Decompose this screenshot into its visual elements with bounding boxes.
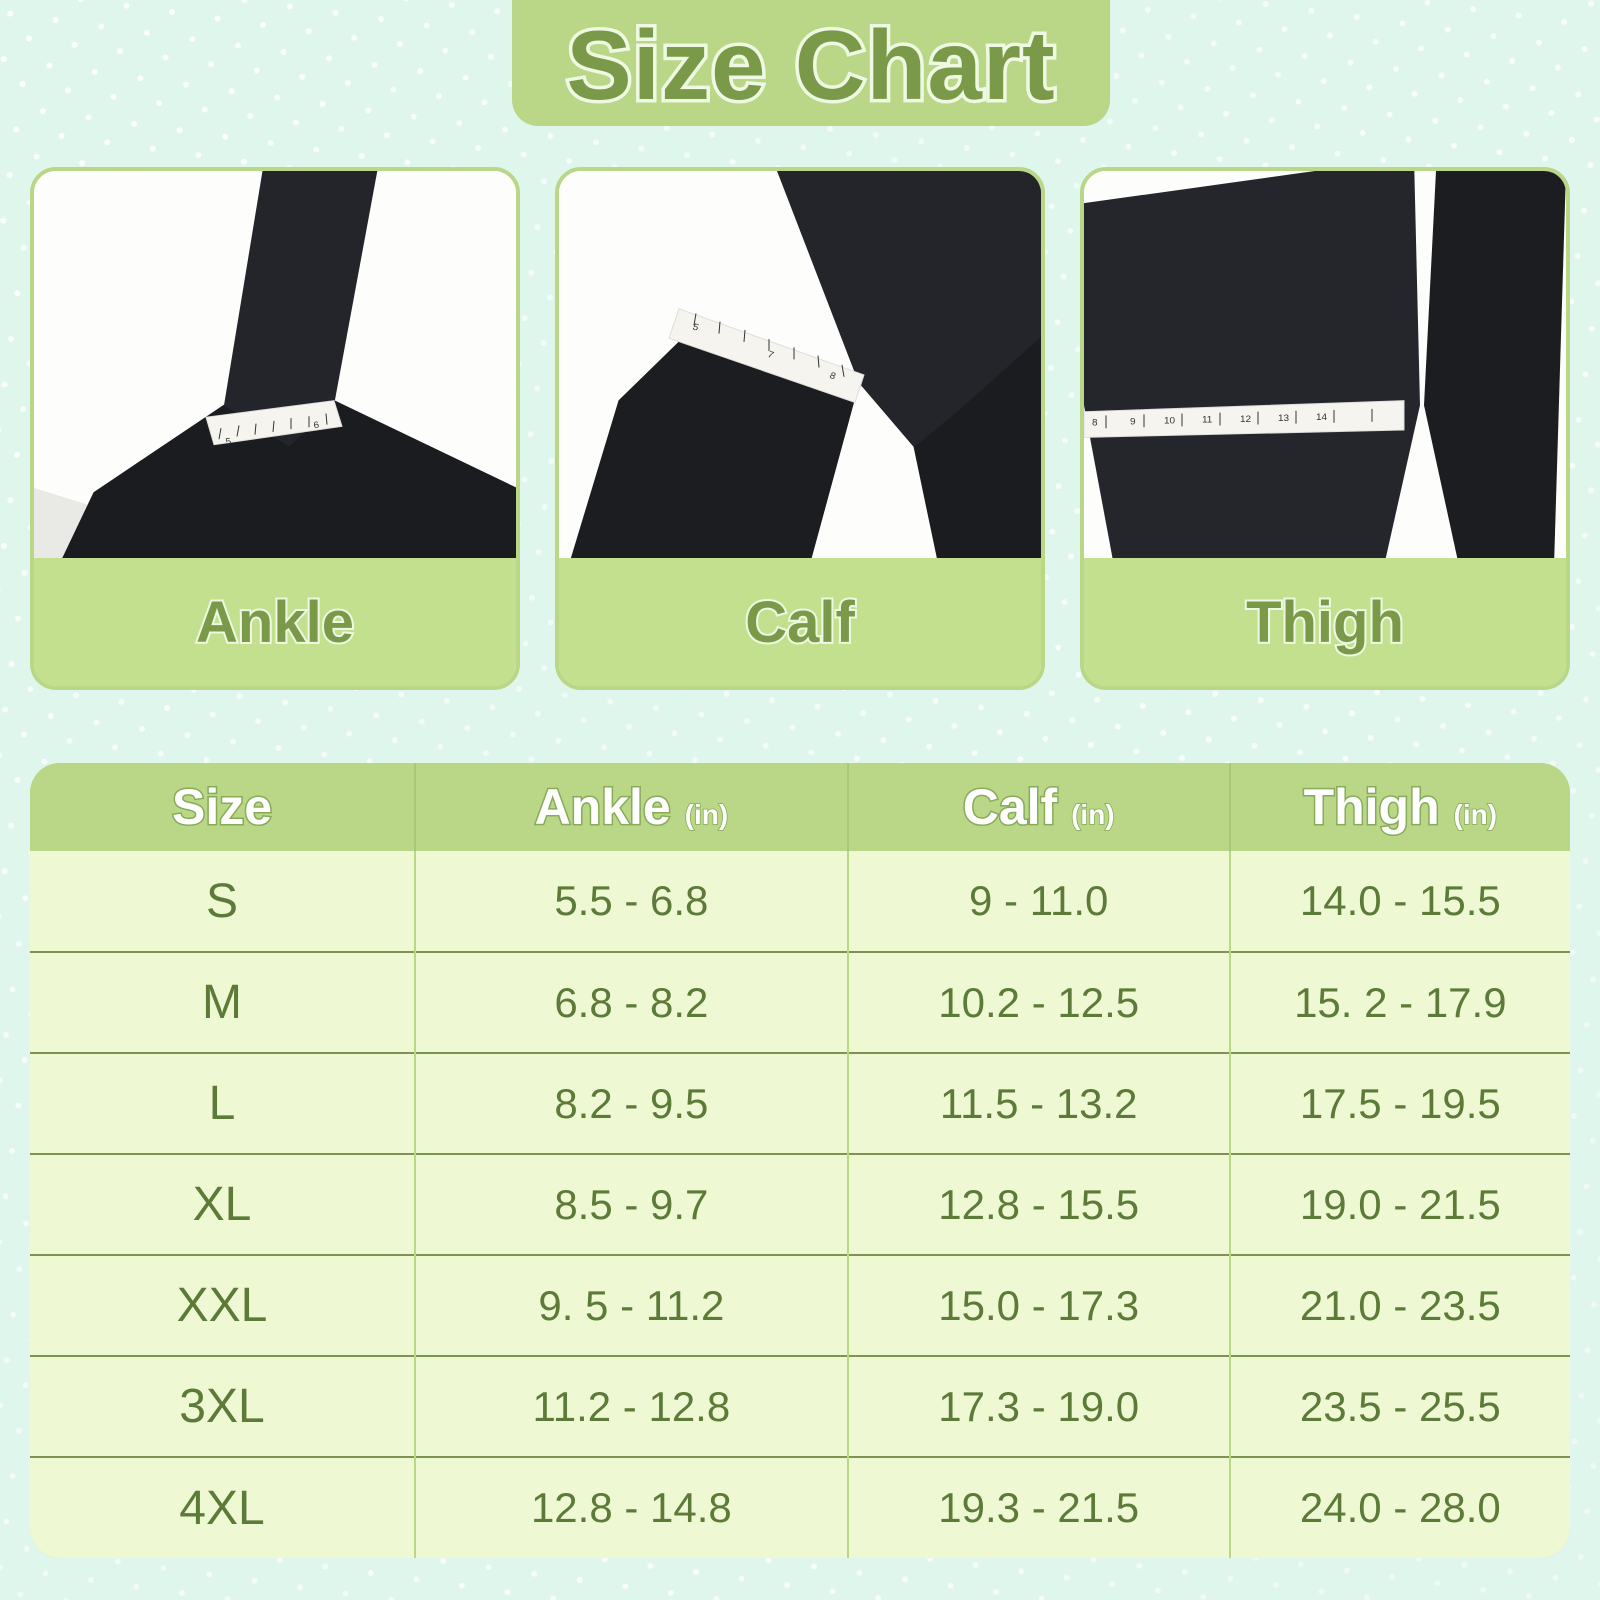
svg-text:11: 11: [1202, 415, 1212, 426]
svg-text:12: 12: [1240, 414, 1251, 425]
svg-text:14: 14: [1316, 412, 1328, 423]
svg-text:9: 9: [1130, 417, 1136, 428]
svg-text:10: 10: [1164, 416, 1175, 427]
svg-text:8: 8: [1092, 418, 1098, 429]
svg-text:13: 13: [1278, 413, 1289, 424]
